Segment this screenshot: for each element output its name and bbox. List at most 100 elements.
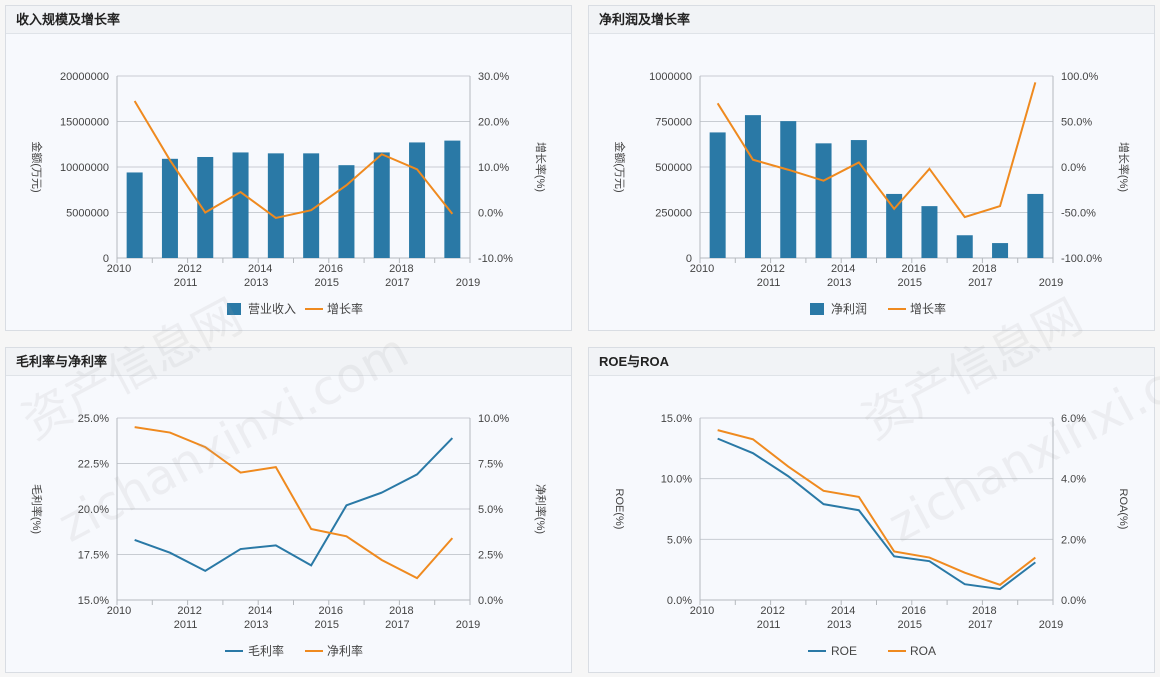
- x-tick-label: 2011: [174, 277, 198, 289]
- x-tick-label: 2016: [319, 263, 343, 275]
- y-right-tick-label: 5.0%: [478, 504, 503, 516]
- panel-title: 收入规模及增长率: [6, 6, 571, 34]
- y-left-tick-label: 5.0%: [667, 534, 692, 546]
- y-right-tick-label: 100.0%: [1061, 71, 1099, 83]
- bar: [886, 193, 903, 258]
- x-tick-label: 2017: [968, 277, 992, 289]
- x-tick-label: 2013: [827, 277, 851, 289]
- y-right-tick-label: -50.0%: [1061, 208, 1096, 220]
- y-left-tick-label: 10.0%: [661, 474, 692, 486]
- x-tick-label: 2010: [107, 605, 131, 617]
- y-right-tick-label: 20.0%: [478, 117, 509, 129]
- x-tick-label: 2017: [385, 277, 409, 289]
- y-right-tick-label: 2.0%: [1061, 534, 1086, 546]
- x-tick-label: 2014: [248, 605, 272, 617]
- y-right-tick-label: 4.0%: [1061, 474, 1086, 486]
- y-left-axis-title: 毛利率(%): [30, 484, 44, 534]
- revenue-panel: 收入规模及增长率 0 5000000 10000000 15000000 2000000…: [5, 5, 572, 331]
- x-tick-label: 2015: [898, 619, 922, 631]
- y-left-tick-label: 5000000: [66, 208, 109, 220]
- bar: [409, 142, 426, 258]
- y-right-axis-title: 增长率(%): [1117, 142, 1131, 192]
- legend-label: 增长率: [910, 301, 946, 316]
- revenue-chart: 0 5000000 10000000 15000000 20000000 -10.0% 0.…: [30, 71, 548, 316]
- profit-panel: 净利润及增长率 0 250000 500000 750000 1000000 -100.0…: [588, 5, 1155, 331]
- bar: [1027, 193, 1044, 258]
- y-right-axis-title: 净利率(%): [534, 484, 548, 534]
- legend-label: 净利率: [327, 643, 363, 658]
- legend-swatch: [810, 303, 824, 315]
- y-left-tick-label: 15000000: [60, 117, 109, 129]
- x-tick-label: 2013: [827, 619, 851, 631]
- y-left-tick-label: 0.0%: [667, 595, 692, 607]
- y-left-tick-label: 0: [686, 253, 692, 265]
- x-tick-label: 2012: [760, 263, 784, 275]
- x-tick-label: 2011: [757, 619, 781, 631]
- bar: [126, 172, 143, 258]
- x-tick-label: 2015: [315, 277, 339, 289]
- y-left-axis-title: 金额(万元): [613, 141, 627, 192]
- panel-title: 毛利率与净利率: [6, 348, 571, 376]
- x-tick-label: 2012: [177, 263, 201, 275]
- x-tick-label: 2014: [248, 263, 272, 275]
- y-left-tick-label: 250000: [655, 208, 692, 220]
- x-tick-label: 2010: [107, 263, 131, 275]
- y-left-tick-label: 22.5%: [78, 459, 109, 471]
- x-tick-label: 2011: [757, 277, 781, 289]
- bar: [744, 115, 761, 258]
- bar: [992, 243, 1009, 258]
- y-right-axis-title: 增长率(%): [534, 142, 548, 192]
- x-tick-label: 2014: [831, 605, 855, 617]
- x-tick-label: 2016: [902, 605, 926, 617]
- right-series-line: [717, 429, 1036, 586]
- bar: [232, 152, 249, 258]
- bar: [709, 132, 726, 258]
- x-tick-label: 2018: [389, 605, 413, 617]
- y-left-tick-label: 20000000: [60, 71, 109, 83]
- x-tick-label: 2018: [972, 263, 996, 275]
- growth-line: [716, 82, 1037, 219]
- x-tick-label: 2019: [456, 277, 480, 289]
- y-right-tick-label: 0.0%: [1061, 162, 1086, 174]
- x-tick-label: 2018: [389, 263, 413, 275]
- bar: [267, 153, 284, 258]
- x-tick-label: 2016: [319, 605, 343, 617]
- bar: [303, 153, 320, 258]
- x-tick-label: 2019: [1039, 277, 1063, 289]
- y-left-tick-label: 10000000: [60, 162, 109, 174]
- growth-line: [133, 100, 454, 220]
- bar: [815, 143, 832, 258]
- x-tick-label: 2010: [690, 605, 714, 617]
- x-tick-label: 2011: [174, 619, 198, 631]
- x-tick-label: 2017: [968, 619, 992, 631]
- x-tick-label: 2019: [456, 619, 480, 631]
- x-tick-label: 2014: [831, 263, 855, 275]
- bar: [373, 152, 390, 258]
- y-left-axis-title: ROE(%): [613, 489, 625, 530]
- bar: [780, 121, 797, 258]
- roe-panel: ROE与ROA 0.0% 5.0% 10.0% 15.0% 0.0% 2.0% 4.0% 6.…: [588, 347, 1155, 673]
- bar: [921, 206, 938, 258]
- y-left-tick-label: 1000000: [649, 71, 692, 83]
- legend-label: ROA: [910, 644, 936, 658]
- y-left-axis-title: 金额(万元): [30, 141, 44, 192]
- y-left-tick-label: 17.5%: [78, 550, 109, 562]
- y-left-tick-label: 15.0%: [661, 413, 692, 425]
- bar: [444, 140, 461, 258]
- legend-label: 净利润: [831, 302, 867, 316]
- y-left-tick-label: 0: [103, 253, 109, 265]
- panel-title: 净利润及增长率: [589, 6, 1154, 34]
- y-right-tick-label: -10.0%: [478, 253, 513, 265]
- left-series-line: [717, 437, 1036, 591]
- legend-label: ROE: [831, 644, 857, 658]
- panel-title: ROE与ROA: [589, 348, 1154, 376]
- x-tick-label: 2012: [760, 605, 784, 617]
- legend-label: 增长率: [327, 301, 363, 316]
- profit-chart: 0 250000 500000 750000 1000000 -100.0% -50.0% 0…: [613, 71, 1131, 316]
- y-left-tick-label: 25.0%: [78, 413, 109, 425]
- x-tick-label: 2016: [902, 263, 926, 275]
- x-tick-label: 2012: [177, 605, 201, 617]
- y-right-tick-label: 7.5%: [478, 459, 503, 471]
- y-right-tick-label: 10.0%: [478, 413, 509, 425]
- x-tick-label: 2013: [244, 277, 268, 289]
